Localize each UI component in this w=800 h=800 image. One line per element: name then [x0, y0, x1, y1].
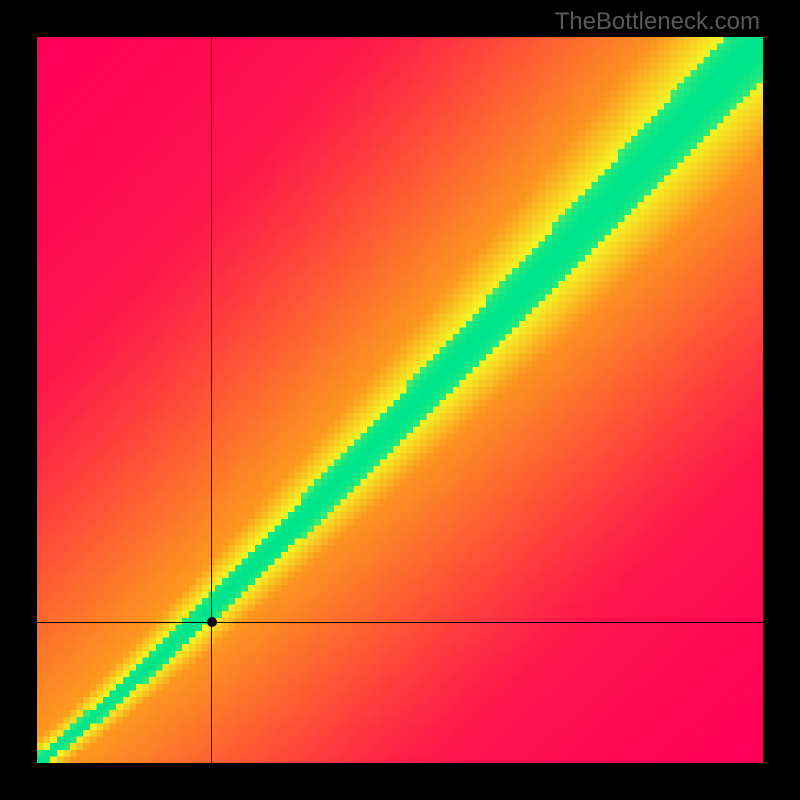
crosshair-horizontal [37, 622, 763, 623]
chart-container: TheBottleneck.com [0, 0, 800, 800]
crosshair-vertical [211, 37, 212, 763]
watermark-text: TheBottleneck.com [555, 8, 760, 36]
bottleneck-heatmap [37, 37, 763, 763]
